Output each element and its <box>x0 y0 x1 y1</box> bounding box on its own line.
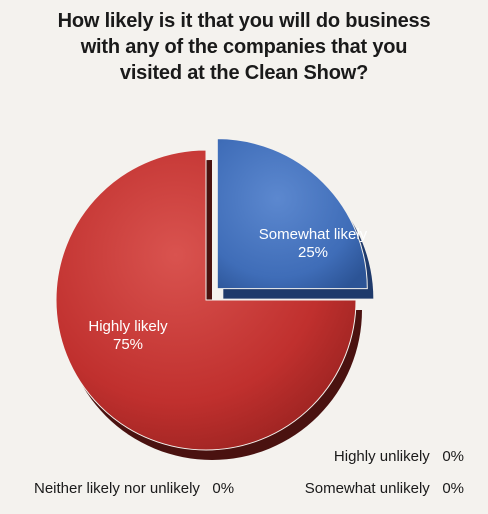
slice-label-highly-likely: Highly likely 75% <box>78 318 178 354</box>
slice-label-highly-likely-name: Highly likely <box>88 318 168 335</box>
slice-label-somewhat-likely: Somewhat likely 25% <box>254 226 372 262</box>
chart-title-line-3: visited at the Clean Show? <box>119 62 369 84</box>
chart-title-line-1: How likely is it that you will do busine… <box>57 10 431 32</box>
label-neither: Neither likely nor unlikely 0% <box>34 480 234 498</box>
label-highly-unlikely: Highly unlikely 0% <box>334 448 464 466</box>
chart-title: How likely is it that you will do busine… <box>0 8 488 86</box>
slice-label-somewhat-likely-value: 25% <box>297 244 329 261</box>
label-somewhat-unlikely: Somewhat unlikely 0% <box>305 480 464 498</box>
label-neither-name: Neither likely nor unlikely <box>34 480 200 497</box>
label-highly-unlikely-value: 0% <box>442 448 464 465</box>
pie-slices <box>55 138 374 460</box>
label-somewhat-unlikely-value: 0% <box>442 480 464 497</box>
slice-label-somewhat-likely-name: Somewhat likely <box>258 226 368 243</box>
slice-somewhat-likely <box>216 138 368 290</box>
label-neither-value: 0% <box>212 480 235 497</box>
slice-highly-likely <box>55 149 357 451</box>
label-somewhat-unlikely-name: Somewhat unlikely <box>304 480 430 497</box>
slice-label-highly-likely-value: 75% <box>112 336 144 353</box>
label-highly-unlikely-name: Highly unlikely <box>333 448 430 465</box>
chart-title-line-2: with any of the companies that you <box>80 36 408 58</box>
